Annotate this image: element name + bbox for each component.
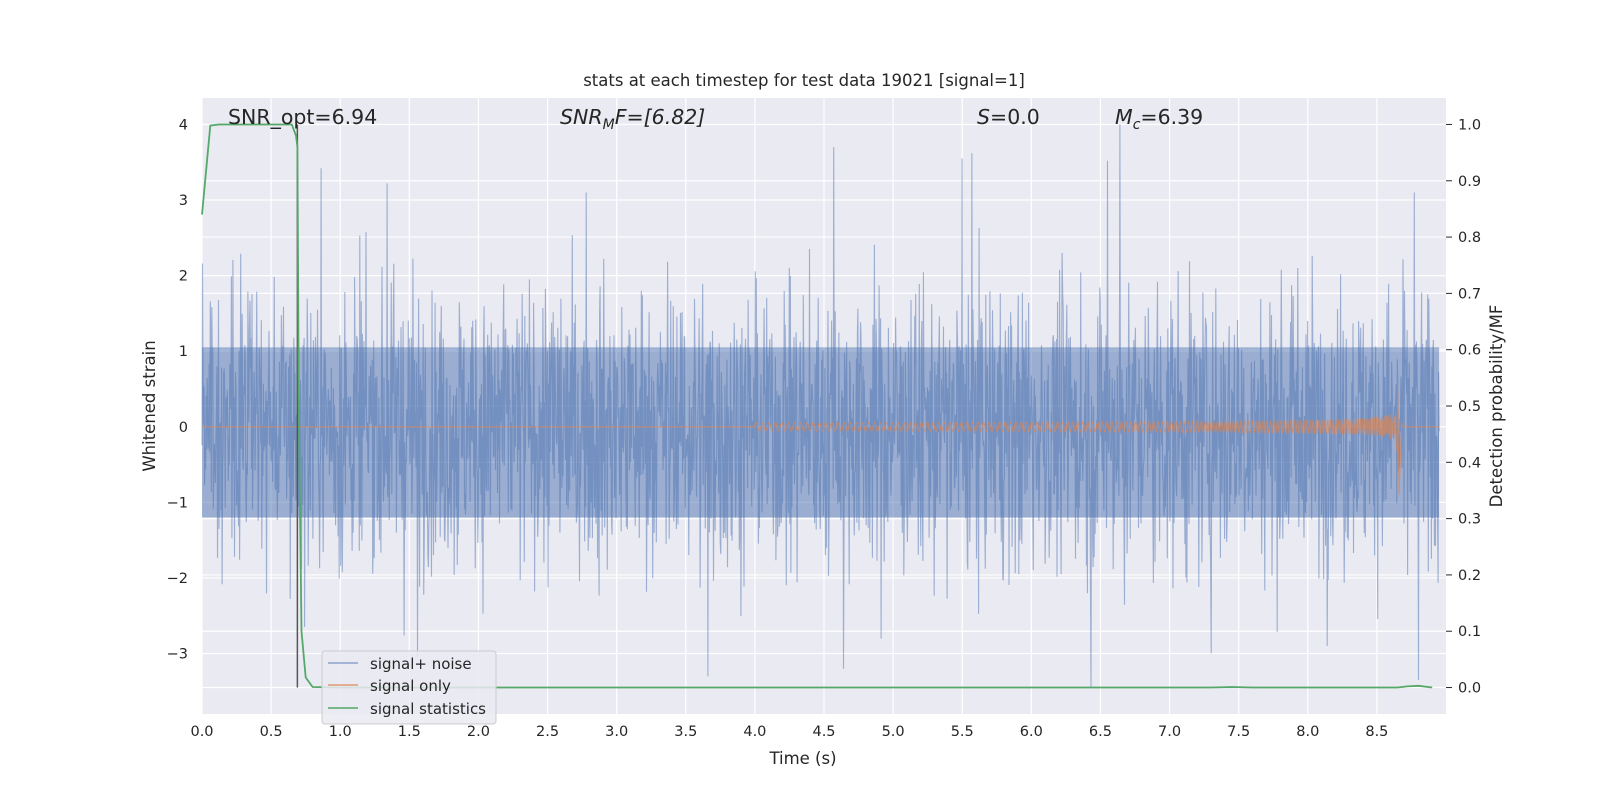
annotation-snr-mf-base: SNR bbox=[560, 105, 603, 129]
annotation-mc: Mc=6.39 bbox=[1115, 105, 1203, 133]
y-right-tick-label: 0.5 bbox=[1458, 399, 1481, 415]
y-right-axis-ticks: 0.0 0.1 0.2 0.3 0.4 0.5 0.6 0.7 0.8 0.9 1.0 bbox=[1446, 117, 1481, 697]
y-right-tick-label: 0.4 bbox=[1458, 455, 1481, 471]
annotation-mc-sub: c bbox=[1133, 117, 1141, 133]
y-right-tick-label: 0.3 bbox=[1458, 512, 1481, 528]
x-tick-label: 4.5 bbox=[812, 724, 835, 740]
x-tick-label: 5.5 bbox=[951, 724, 974, 740]
y-tick-label: 3 bbox=[179, 193, 188, 209]
y-tick-label: 0 bbox=[179, 420, 188, 436]
y-right-tick-label: 0.7 bbox=[1458, 286, 1481, 302]
y-tick-label: 1 bbox=[179, 344, 188, 360]
x-tick-label: 4.0 bbox=[743, 724, 766, 740]
y-right-axis-label: Detection probability/MF bbox=[1487, 305, 1506, 508]
annotation-s: S=0.0 bbox=[977, 105, 1040, 129]
chart-title: stats at each timestep for test data 190… bbox=[583, 71, 1025, 90]
y-tick-label: 2 bbox=[179, 269, 188, 285]
y-right-tick-label: 0.2 bbox=[1458, 568, 1481, 584]
y-right-tick-label: 0.0 bbox=[1458, 681, 1481, 697]
x-tick-label: 5.0 bbox=[882, 724, 905, 740]
legend: signal+ noise signal only signal statist… bbox=[321, 650, 497, 725]
x-axis-ticks: 0.0 0.5 1.0 1.5 2.0 2.5 3.0 3.5 4.0 4.5 5.0 5.5 6.0 6… bbox=[190, 724, 1388, 740]
annotation-mc-base: M bbox=[1115, 105, 1133, 129]
x-tick-label: 2.5 bbox=[536, 724, 559, 740]
legend-label-signal-statistics: signal statistics bbox=[370, 700, 486, 718]
y-right-tick-label: 0.1 bbox=[1458, 624, 1481, 640]
x-tick-label: 6.5 bbox=[1089, 724, 1112, 740]
annotation-snr-mf-rest: F=[6.82] bbox=[615, 105, 706, 129]
x-tick-label: 0.5 bbox=[260, 724, 283, 740]
y-tick-label: −1 bbox=[167, 495, 188, 511]
x-tick-label: 7.5 bbox=[1227, 724, 1250, 740]
annotation-s-rest: =0.0 bbox=[990, 105, 1040, 129]
annotation-snr-opt: SNR_opt=6.94 bbox=[228, 105, 377, 130]
legend-label-signal-only: signal only bbox=[370, 677, 451, 695]
x-tick-label: 2.0 bbox=[467, 724, 490, 740]
y-tick-label: −3 bbox=[167, 647, 188, 663]
annotation-snr-mf-sub: M bbox=[603, 117, 615, 133]
legend-frame bbox=[321, 650, 497, 725]
y-right-tick-label: 0.8 bbox=[1458, 230, 1481, 246]
x-tick-label: 3.0 bbox=[605, 724, 628, 740]
x-tick-label: 8.5 bbox=[1365, 724, 1388, 740]
y-axis-label: Whitened strain bbox=[140, 340, 159, 471]
series-signal-noise bbox=[201, 124, 1440, 688]
annotation-s-base: S bbox=[977, 105, 990, 129]
annotation-snr-mf: SNRMF=[6.82] bbox=[560, 105, 705, 133]
x-tick-label: 0.0 bbox=[190, 724, 213, 740]
y-right-tick-label: 0.6 bbox=[1458, 343, 1481, 359]
x-tick-label: 3.5 bbox=[674, 724, 697, 740]
y-axis-ticks: −3 −2 −1 0 1 2 3 4 bbox=[167, 117, 188, 662]
x-tick-label: 7.0 bbox=[1158, 724, 1181, 740]
y-right-tick-label: 0.9 bbox=[1458, 174, 1481, 190]
y-right-tick-label: 1.0 bbox=[1458, 117, 1481, 133]
x-tick-label: 1.0 bbox=[329, 724, 352, 740]
legend-label-signal-noise: signal+ noise bbox=[370, 655, 472, 673]
annotation-mc-rest: =6.39 bbox=[1140, 105, 1203, 129]
y-tick-label: 4 bbox=[179, 117, 188, 133]
series-signal-only bbox=[202, 382, 1440, 495]
x-tick-label: 6.0 bbox=[1020, 724, 1043, 740]
x-tick-label: 8.0 bbox=[1296, 724, 1319, 740]
x-tick-label: 1.5 bbox=[398, 724, 421, 740]
x-axis-label: Time (s) bbox=[768, 749, 836, 768]
y-tick-label: −2 bbox=[167, 571, 188, 587]
